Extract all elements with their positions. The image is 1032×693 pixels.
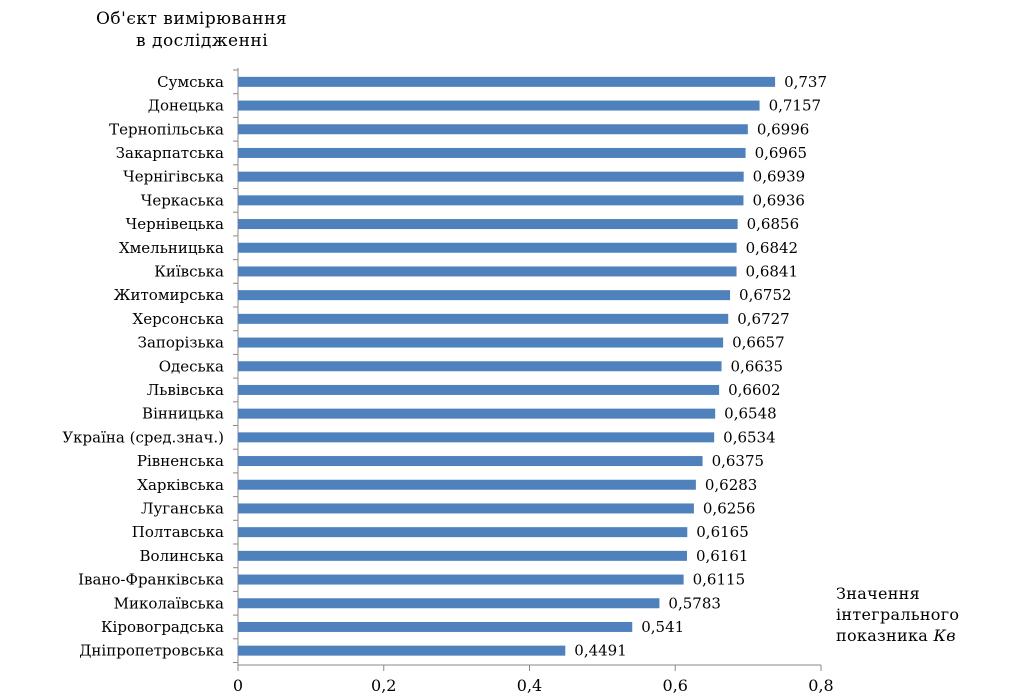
data-label: 0,6635 xyxy=(731,357,784,375)
x-axis-title-line2: інтегрального xyxy=(836,605,960,624)
bar xyxy=(238,645,566,656)
data-label: 0,6965 xyxy=(755,144,808,162)
x-axis-title-symbol: Кв xyxy=(933,626,956,645)
x-tick-label: 0,8 xyxy=(808,676,833,693)
bar xyxy=(238,337,724,348)
category-label: Волинська xyxy=(140,547,225,565)
data-label: 0,6752 xyxy=(739,286,792,304)
bar xyxy=(238,503,694,514)
category-label: Донецька xyxy=(148,97,224,115)
data-label: 0,737 xyxy=(784,73,827,91)
bar xyxy=(238,147,746,158)
category-label: Запорізька xyxy=(138,334,224,352)
bar xyxy=(238,195,744,206)
category-label: Харківська xyxy=(137,476,224,494)
x-tick-label: 0,2 xyxy=(371,676,396,693)
category-label: Вінницька xyxy=(142,405,224,423)
data-label: 0,6842 xyxy=(746,239,799,257)
x-tick-label: 0,4 xyxy=(517,676,542,693)
category-label: Сумська xyxy=(157,73,224,91)
category-label: Закарпатська xyxy=(116,144,224,162)
y-axis-title-line2: в дослідженні xyxy=(136,31,269,51)
bar xyxy=(238,574,684,585)
x-axis-title-line1: Значення xyxy=(836,584,921,603)
bar xyxy=(238,361,722,372)
bar xyxy=(238,621,633,632)
category-label: Україна (сред.знач.) xyxy=(62,428,224,446)
category-label: Чернівецька xyxy=(126,215,224,233)
bar xyxy=(238,479,696,490)
bar xyxy=(238,124,748,135)
bar xyxy=(238,171,744,182)
data-label: 0,6534 xyxy=(723,428,776,446)
x-axis-title-line3: показника Кв xyxy=(836,625,959,646)
bar xyxy=(238,313,729,324)
data-label: 0,541 xyxy=(641,618,684,636)
x-axis-title-prefix: показника xyxy=(836,626,934,645)
data-label: 0,6657 xyxy=(732,334,785,352)
bar xyxy=(238,219,738,230)
x-tick-label: 0 xyxy=(233,676,243,693)
category-label: Черкаська xyxy=(141,191,224,209)
data-label: 0,6283 xyxy=(705,476,758,494)
category-label: Кіровоградська xyxy=(101,618,224,636)
category-label: Одеська xyxy=(159,357,224,375)
x-axis-title: Значення інтегрального показника Кв xyxy=(836,583,959,646)
bar xyxy=(238,290,731,301)
data-label: 0,6375 xyxy=(712,452,765,470)
bar xyxy=(238,384,720,395)
data-label: 0,6165 xyxy=(696,523,749,541)
data-label: 0,6602 xyxy=(728,381,781,399)
data-label: 0,6727 xyxy=(737,310,790,328)
data-label: 0,4491 xyxy=(574,642,627,660)
data-label: 0,6996 xyxy=(757,120,810,138)
y-axis-title-line1: Об'єкт вимірювання xyxy=(96,9,288,29)
category-label: Миколаївська xyxy=(114,594,224,612)
x-tick-label: 0,6 xyxy=(663,676,688,693)
category-label: Київська xyxy=(154,262,224,280)
category-label: Херсонська xyxy=(133,310,225,328)
bar xyxy=(238,527,688,538)
data-label: 0,6936 xyxy=(752,191,805,209)
category-label: Хмельницька xyxy=(119,239,224,257)
category-label: Житомирська xyxy=(114,286,224,304)
data-label: 0,5783 xyxy=(668,594,721,612)
y-axis-title: Об'єкт вимірювання в дослідженні xyxy=(96,8,287,52)
data-label: 0,6548 xyxy=(724,405,777,423)
bar xyxy=(238,408,716,419)
data-label: 0,6856 xyxy=(747,215,800,233)
category-label: Рівненська xyxy=(137,452,224,470)
bar xyxy=(238,432,715,443)
data-label: 0,6256 xyxy=(703,499,756,517)
data-label: 0,6939 xyxy=(753,168,806,186)
category-label: Дніпропетровська xyxy=(79,642,224,660)
bar xyxy=(238,456,703,467)
category-label: Львівська xyxy=(147,381,224,399)
category-label: Івано-Франківська xyxy=(78,571,224,589)
bar xyxy=(238,76,776,87)
bar xyxy=(238,242,737,253)
bar xyxy=(238,100,760,111)
category-label: Полтавська xyxy=(132,523,224,541)
bar xyxy=(238,266,737,277)
category-label: Тернопільська xyxy=(109,120,224,138)
data-label: 0,7157 xyxy=(769,97,822,115)
bar xyxy=(238,550,687,561)
data-label: 0,6161 xyxy=(696,547,749,565)
data-label: 0,6115 xyxy=(693,571,746,589)
bar xyxy=(238,598,660,609)
category-label: Чернігівська xyxy=(123,168,224,186)
data-label: 0,6841 xyxy=(746,262,799,280)
category-label: Луганська xyxy=(141,499,224,517)
